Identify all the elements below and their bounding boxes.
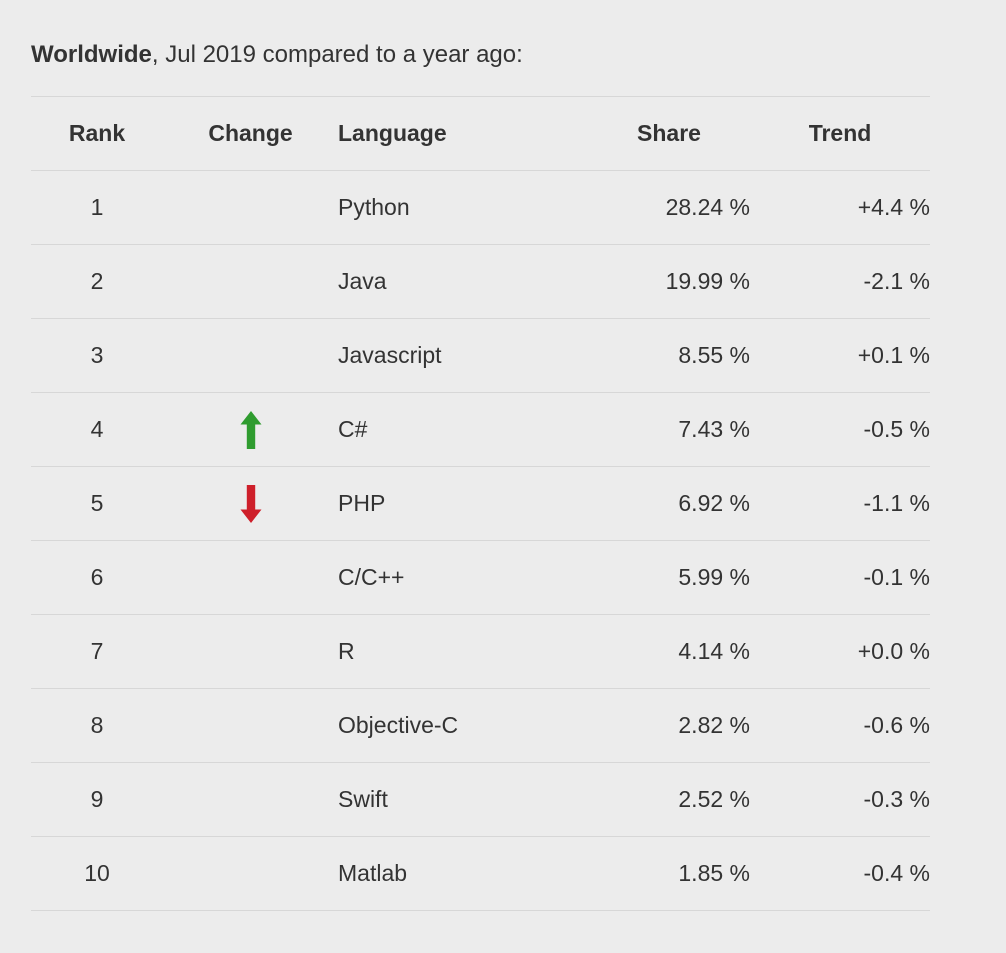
share-cell: 7.43 % — [588, 392, 750, 467]
change-cell — [163, 836, 338, 911]
trend-cell: -1.1 % — [750, 466, 930, 541]
rank-cell: 10 — [31, 836, 163, 911]
trend-cell: -0.5 % — [750, 392, 930, 467]
share-cell: 1.85 % — [588, 836, 750, 911]
language-cell: C/C++ — [338, 540, 588, 615]
trend-cell: +4.4 % — [750, 170, 930, 245]
trend-cell: -2.1 % — [750, 244, 930, 319]
column-header-language: Language — [338, 96, 588, 171]
rank-cell: 3 — [31, 318, 163, 393]
rank-cell: 9 — [31, 762, 163, 837]
table-row: 9 Swift 2.52 % -0.3 % — [31, 762, 930, 837]
rank-cell: 6 — [31, 540, 163, 615]
rank-cell: 4 — [31, 392, 163, 467]
change-cell — [163, 540, 338, 615]
share-cell: 4.14 % — [588, 614, 750, 689]
pypl-index-page: Worldwide, Jul 2019 compared to a year a… — [0, 41, 1006, 953]
column-header-trend: Trend — [750, 96, 930, 171]
rank-cell: 8 — [31, 688, 163, 763]
table-row: 10 Matlab 1.85 % -0.4 % — [31, 836, 930, 911]
language-cell: PHP — [338, 466, 588, 541]
rank-cell: 7 — [31, 614, 163, 689]
language-cell: Python — [338, 170, 588, 245]
change-cell — [163, 392, 338, 467]
share-cell: 2.52 % — [588, 762, 750, 837]
table-header: Rank Change Language Share Trend — [31, 96, 930, 171]
table-row: 2 Java 19.99 % -2.1 % — [31, 244, 930, 319]
language-cell: C# — [338, 392, 588, 467]
language-cell: Javascript — [338, 318, 588, 393]
change-cell — [163, 614, 338, 689]
table-row: 6 C/C++ 5.99 % -0.1 % — [31, 540, 930, 615]
share-cell: 5.99 % — [588, 540, 750, 615]
column-header-rank: Rank — [31, 96, 163, 171]
share-cell: 8.55 % — [588, 318, 750, 393]
table-row: 5 PHP 6.92 % -1.1 % — [31, 466, 930, 541]
trend-cell: -0.4 % — [750, 836, 930, 911]
change-cell — [163, 244, 338, 319]
header-row: Rank Change Language Share Trend — [31, 96, 930, 171]
language-cell: Matlab — [338, 836, 588, 911]
trend-cell: -0.3 % — [750, 762, 930, 837]
title-region-label: Worldwide — [31, 41, 152, 68]
column-header-change: Change — [163, 96, 338, 171]
language-cell: R — [338, 614, 588, 689]
table-row: 8 Objective-C 2.82 % -0.6 % — [31, 688, 930, 763]
table-row: 3 Javascript 8.55 % +0.1 % — [31, 318, 930, 393]
change-cell — [163, 170, 338, 245]
share-cell: 19.99 % — [588, 244, 750, 319]
trend-cell: +0.1 % — [750, 318, 930, 393]
language-ranking-table: Rank Change Language Share Trend 1 Pytho… — [31, 96, 930, 911]
language-cell: Objective-C — [338, 688, 588, 763]
table-row: 4 C# 7.43 % -0.5 % — [31, 392, 930, 467]
share-cell: 6.92 % — [588, 466, 750, 541]
share-cell: 2.82 % — [588, 688, 750, 763]
table-row: 1 Python 28.24 % +4.4 % — [31, 170, 930, 245]
change-cell — [163, 762, 338, 837]
title-period-text: , Jul 2019 compared to a year ago: — [151, 41, 523, 68]
trend-cell: -0.1 % — [750, 540, 930, 615]
rank-cell: 2 — [31, 244, 163, 319]
share-cell: 28.24 % — [588, 170, 750, 245]
column-header-share: Share — [588, 96, 750, 171]
change-cell — [163, 688, 338, 763]
trend-cell: +0.0 % — [750, 614, 930, 689]
rank-cell: 1 — [31, 170, 163, 245]
page-title: Worldwide, Jul 2019 compared to a year a… — [31, 41, 1006, 69]
table-row: 7 R 4.14 % +0.0 % — [31, 614, 930, 689]
rank-cell: 5 — [31, 466, 163, 541]
language-cell: Swift — [338, 762, 588, 837]
trend-cell: -0.6 % — [750, 688, 930, 763]
language-cell: Java — [338, 244, 588, 319]
down-arrow-icon — [240, 484, 261, 523]
change-cell — [163, 318, 338, 393]
up-arrow-icon — [240, 410, 261, 449]
table-body: 1 Python 28.24 % +4.4 % 2 Java 19.99 % -… — [31, 170, 930, 911]
change-cell — [163, 466, 338, 541]
